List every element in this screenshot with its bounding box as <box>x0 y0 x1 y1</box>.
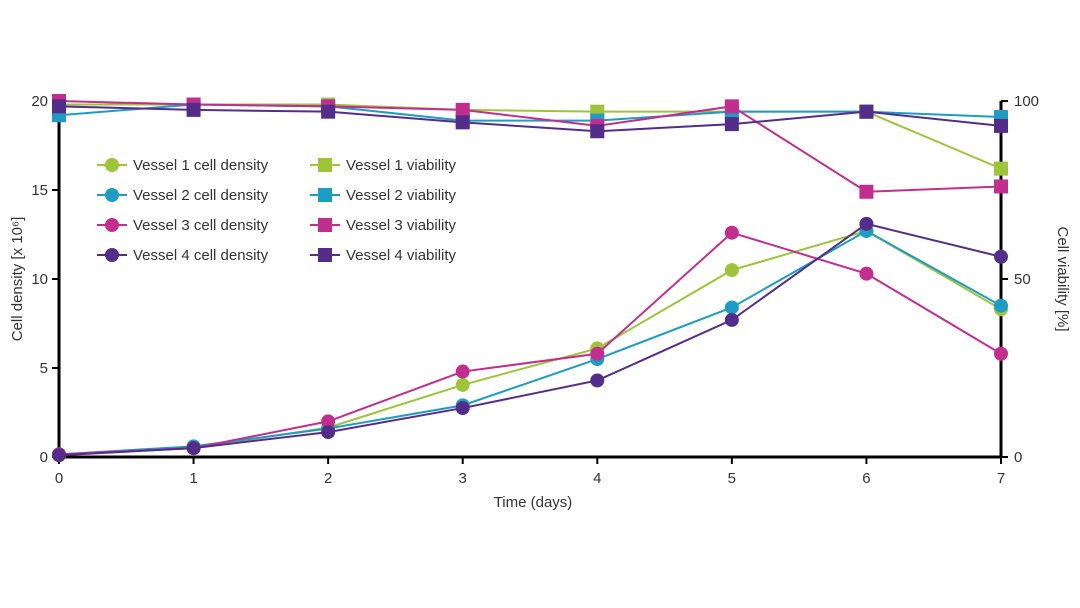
y-left-tick-label: 0 <box>40 449 48 466</box>
vessel-4-cell-density-point <box>455 401 470 416</box>
vessel-4-viability-line <box>58 105 1002 133</box>
legend-vessel-2-cell-density-marker <box>105 188 119 202</box>
vessel-4-cell-density-point <box>321 425 336 440</box>
y-right-tick-label: 0 <box>1014 449 1022 466</box>
legend-vessel-1-viability-label: Vessel 1 viability <box>346 157 457 174</box>
y-left-tick-label: 5 <box>40 360 48 377</box>
legend-vessel-3-cell-density-label: Vessel 3 cell density <box>133 217 269 234</box>
legend-vessel-1-cell-density-marker <box>105 158 119 172</box>
legend-vessel-1-viability-marker <box>318 158 332 172</box>
vessel-2-cell-density-point <box>994 298 1008 313</box>
vessel-3-viability-line <box>58 100 1002 193</box>
vessel-4-cell-density-point <box>724 312 739 327</box>
x-tick-label: 2 <box>324 470 332 487</box>
vessel-4-viability-point <box>590 124 605 139</box>
legend-vessel-3-viability-label: Vessel 3 viability <box>346 217 457 234</box>
x-tick-label: 7 <box>997 470 1005 487</box>
vessel-2-cell-density-line <box>58 229 1002 456</box>
vessel-4-viability-point <box>859 104 874 119</box>
legend-vessel-4-cell-density-label: Vessel 4 cell density <box>133 247 269 264</box>
y-axis-left-title: Cell density [x 10⁶] <box>9 217 26 342</box>
y-axis-right-title: Cell viability [%] <box>1054 226 1071 331</box>
y-right-tick-label: 100 <box>1014 93 1039 110</box>
x-tick-label: 3 <box>459 470 467 487</box>
vessel-3-cell-density-point <box>859 266 874 281</box>
legend-vessel-3-viability-marker <box>318 218 332 232</box>
vessel-4-viability-point <box>186 102 201 117</box>
legend-vessel-1-cell-density-label: Vessel 1 cell density <box>133 157 269 174</box>
x-tick-label: 1 <box>189 470 197 487</box>
vessel-4-viability-point <box>994 118 1008 133</box>
vessel-3-viability-point <box>724 99 739 114</box>
legend-vessel-2-cell-density-label: Vessel 2 cell density <box>133 187 269 204</box>
y-left-tick-label: 10 <box>31 271 48 288</box>
legend-vessel-2-viability-label: Vessel 2 viability <box>346 187 457 204</box>
vessel-4-viability-point <box>52 99 66 114</box>
vessel-1-cell-density-point <box>724 263 739 278</box>
vessel-3-viability-point <box>859 184 874 199</box>
y-left-tick-label: 15 <box>31 182 48 199</box>
y-right-tick-label: 50 <box>1014 271 1031 288</box>
x-axis-title: Time (days) <box>494 494 573 511</box>
vessel-2-cell-density-point <box>724 300 739 315</box>
vessel-4-cell-density-point <box>994 249 1008 264</box>
vessel-3-cell-density-point <box>590 346 605 361</box>
legend-vessel-2-viability-marker <box>318 188 332 202</box>
vessel-3-cell-density-line <box>58 231 1002 456</box>
vessel-3-cell-density-point <box>321 414 336 429</box>
vessel-3-cell-density-point <box>724 225 739 240</box>
vessel-4-cell-density-point <box>590 373 605 388</box>
y-left-tick-label: 20 <box>31 93 48 110</box>
vessel-3-cell-density-point <box>455 364 470 379</box>
vessel-1-cell-density-point <box>455 377 470 392</box>
x-tick-label: 0 <box>55 470 63 487</box>
vessel-3-cell-density-point <box>994 346 1008 361</box>
vessel-3-viability-point <box>994 179 1008 194</box>
legend-vessel-4-viability-marker <box>318 248 332 262</box>
vessel-4-viability-point <box>455 115 470 130</box>
vessel-4-viability-point <box>321 104 336 119</box>
vessel-1-cell-density-line <box>58 229 1002 456</box>
vessel-4-viability-point <box>724 117 739 132</box>
legend-vessel-4-viability-label: Vessel 4 viability <box>346 247 457 264</box>
x-tick-label: 4 <box>593 470 601 487</box>
x-tick-label: 6 <box>862 470 870 487</box>
legend-vessel-3-cell-density-marker <box>105 218 119 232</box>
legend-vessel-4-cell-density-marker <box>105 248 119 262</box>
vessel-1-viability-point <box>994 161 1008 176</box>
x-tick-label: 5 <box>728 470 736 487</box>
vessel-4-cell-density-point <box>52 448 66 463</box>
vessel-3-viability-point <box>455 102 470 117</box>
vessel-4-cell-density-line <box>58 222 1002 457</box>
vessel-4-cell-density-point <box>186 441 201 456</box>
vessel-4-cell-density-point <box>859 216 874 231</box>
legend: Vessel 1 cell density Vessel 2 cell densi… <box>97 157 457 264</box>
plot-area <box>52 94 1008 463</box>
